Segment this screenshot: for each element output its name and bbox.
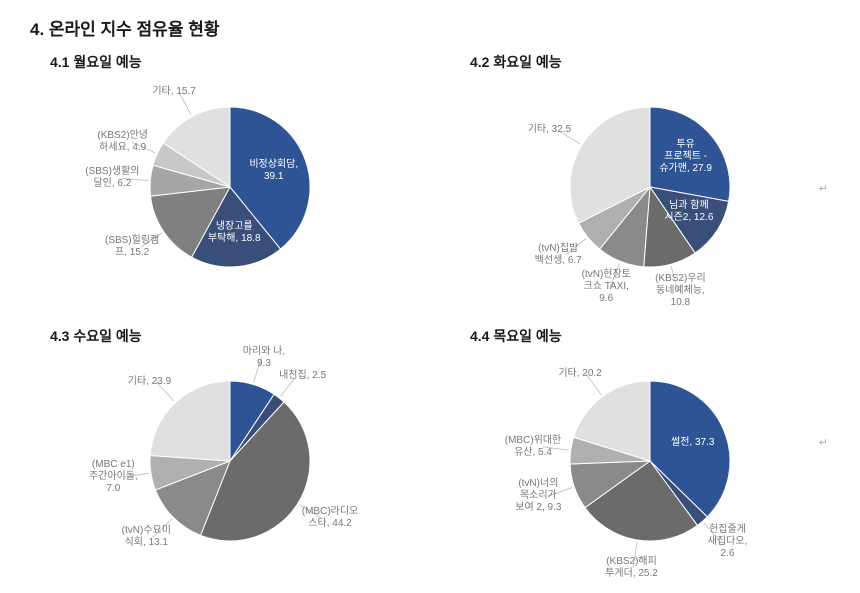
pie-chart-tuesday: 투유프로젝트 -슈가맨, 27.9님과 함께시즌2, 12.6(KBS2)우리동…	[450, 77, 830, 297]
subtitle-3: 4.3 수요일 예능	[50, 326, 410, 346]
panel-wednesday: 4.3 수요일 예능 마리와 나,9.3내친집, 2.5(MBC)라디오스타, …	[30, 326, 410, 592]
chart-grid: 4.1 월요일 예능 비정상회담,39.1냉장고를부탁해, 18.8(SBS)힐…	[30, 52, 830, 592]
return-mark: ↵	[819, 182, 828, 195]
pie-chart-wednesday: 마리와 나,9.3내친집, 2.5(MBC)라디오스타, 44.2(tvN)수요…	[30, 351, 410, 571]
pie-slice	[150, 381, 230, 461]
panel-thursday: 4.4 목요일 예능 썰전, 37.3헌집줄게새집다오,2.6(KBS2)해피투…	[450, 326, 830, 592]
panel-monday: 4.1 월요일 예능 비정상회담,39.1냉장고를부탁해, 18.8(SBS)힐…	[30, 52, 410, 318]
panel-tuesday: 4.2 화요일 예능 투유프로젝트 -슈가맨, 27.9님과 함께시즌2, 12…	[450, 52, 830, 318]
main-title: 4. 온라인 지수 점유율 현황	[30, 15, 830, 40]
pie-chart-thursday: 썰전, 37.3헌집줄게새집다오,2.6(KBS2)해피투게더, 25.2(tv…	[450, 351, 830, 571]
subtitle-2: 4.2 화요일 예능	[470, 52, 830, 72]
pie-chart-monday: 비정상회담,39.1냉장고를부탁해, 18.8(SBS)힐링캠프, 15.2(S…	[30, 77, 410, 297]
subtitle-1: 4.1 월요일 예능	[50, 52, 410, 72]
return-mark: ↵	[819, 436, 828, 449]
pie-slice	[650, 107, 730, 201]
subtitle-4: 4.4 목요일 예능	[470, 326, 830, 346]
